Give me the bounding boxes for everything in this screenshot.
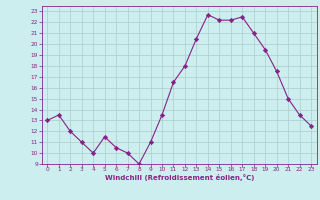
X-axis label: Windchill (Refroidissement éolien,°C): Windchill (Refroidissement éolien,°C): [105, 174, 254, 181]
